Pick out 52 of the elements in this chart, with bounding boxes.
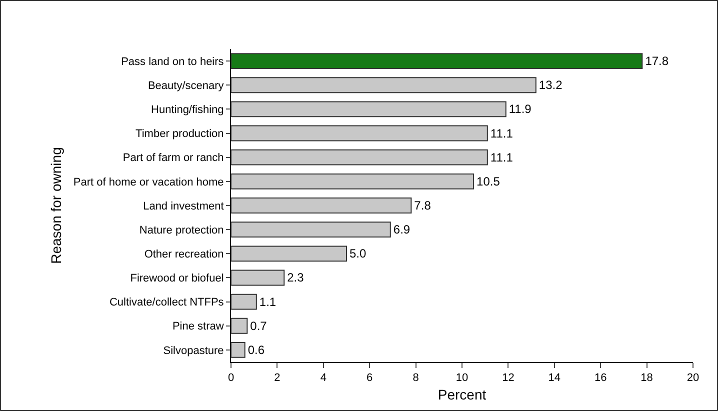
- y-tick-label: Other recreation: [144, 248, 224, 260]
- y-tick-label: Pine straw: [172, 320, 224, 333]
- y-tick-label: Timber production: [136, 128, 224, 140]
- bar: [231, 53, 643, 69]
- data-label: 5.0: [350, 246, 367, 261]
- x-tick-label: 2: [274, 372, 280, 384]
- y-tick-label: Silvopasture: [163, 344, 224, 357]
- bar: [231, 222, 391, 238]
- y-tick-label: Beauty/scenary: [148, 80, 224, 92]
- x-axis-title: Percent: [438, 386, 486, 402]
- bar: [231, 270, 285, 286]
- data-label: 2.3: [287, 270, 304, 285]
- y-tick-label: Firewood or biofuel: [130, 272, 224, 285]
- bar: [231, 77, 536, 94]
- y-tick-label: Hunting/fishing: [151, 104, 224, 116]
- data-label: 10.5: [476, 174, 500, 188]
- y-tick-label: Pass land on to heirs: [121, 56, 224, 68]
- bar: [231, 101, 506, 118]
- data-label: 7.8: [414, 198, 432, 212]
- x-tick-label: 4: [320, 372, 326, 384]
- x-tick-label: 8: [412, 372, 419, 384]
- bar: [231, 342, 246, 358]
- data-label: 11.1: [490, 150, 514, 164]
- bar: [231, 173, 474, 190]
- y-tick-label: Cultivate/collect NTFPs: [109, 296, 224, 309]
- x-tick-label: 6: [366, 372, 373, 384]
- data-label: 1.1: [259, 294, 276, 309]
- x-tick-label: 0: [228, 372, 234, 384]
- y-axis-title: Reason for owning: [48, 147, 64, 264]
- bar: [231, 318, 248, 334]
- bar: [231, 294, 257, 310]
- y-tick-label: Part of farm or ranch: [122, 152, 224, 164]
- data-label: 11.9: [508, 102, 532, 116]
- x-tick-label: 12: [502, 372, 514, 384]
- x-tick-label: 20: [686, 372, 700, 384]
- data-label: 17.8: [645, 54, 669, 68]
- y-tick-label: Nature protection: [139, 224, 224, 236]
- data-label: 13.2: [538, 78, 563, 92]
- data-label: 6.9: [393, 222, 410, 237]
- x-tick-label: 16: [594, 372, 607, 384]
- data-label: 0.6: [248, 342, 265, 357]
- x-tick-label: 18: [640, 372, 653, 384]
- bar: [231, 246, 347, 262]
- data-label: 0.7: [250, 318, 268, 333]
- data-label: 11.1: [490, 126, 514, 140]
- bar: [231, 149, 488, 166]
- y-tick-label: Land investment: [143, 200, 224, 212]
- y-tick-label: Part of home or vacation home: [73, 176, 224, 188]
- bar: [231, 125, 488, 142]
- bar: [231, 198, 412, 214]
- x-tick-label: 10: [456, 372, 468, 384]
- x-tick-label: 14: [548, 372, 561, 384]
